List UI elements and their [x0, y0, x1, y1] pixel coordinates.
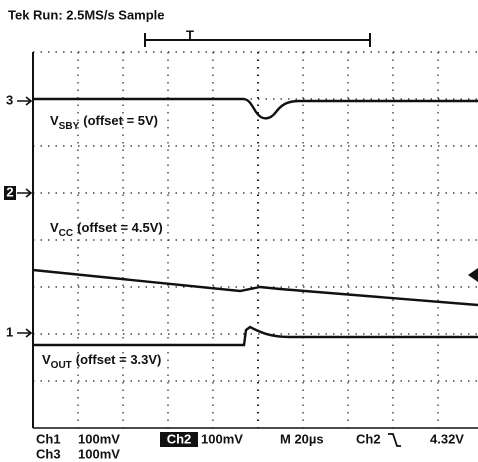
ch2-label: Ch2	[167, 431, 192, 446]
trace-ch2	[32, 268, 478, 307]
trace-ch3	[33, 97, 478, 120]
marker-arrow	[17, 188, 33, 198]
trace-label: VCC (offset = 4.5V)	[50, 220, 163, 238]
graticule	[32, 51, 478, 429]
ch1-scale: 100mV	[78, 431, 120, 446]
channel-marker: 2	[6, 184, 13, 199]
ch3-label: Ch3	[36, 446, 61, 461]
trigger-bracket	[144, 33, 371, 47]
trigger-level-arrow	[468, 268, 478, 282]
trigger-slope	[388, 433, 401, 447]
channel-marker: 3	[6, 92, 13, 107]
marker-arrow	[17, 96, 33, 106]
ch1-label: Ch1	[36, 431, 61, 446]
title: Tek Run: 2.5MS/s Sample	[8, 7, 165, 22]
marker-box	[4, 186, 16, 200]
trace-ch1	[33, 325, 478, 347]
ch2-scale: 100mV	[201, 431, 243, 446]
channel-marker: 1	[6, 324, 13, 339]
ch2-highlight	[160, 432, 198, 447]
trigger-level: 4.32V	[430, 431, 464, 446]
ch3-scale: 100mV	[78, 446, 120, 461]
timebase: M 20µs	[280, 431, 324, 446]
trigger-position: T	[186, 27, 194, 42]
trace-label: VSBY (offset = 5V)	[50, 113, 158, 131]
trace-label: VOUT (offset = 3.3V)	[42, 352, 161, 370]
trigger-source: Ch2	[356, 431, 381, 446]
marker-arrow	[17, 328, 33, 338]
